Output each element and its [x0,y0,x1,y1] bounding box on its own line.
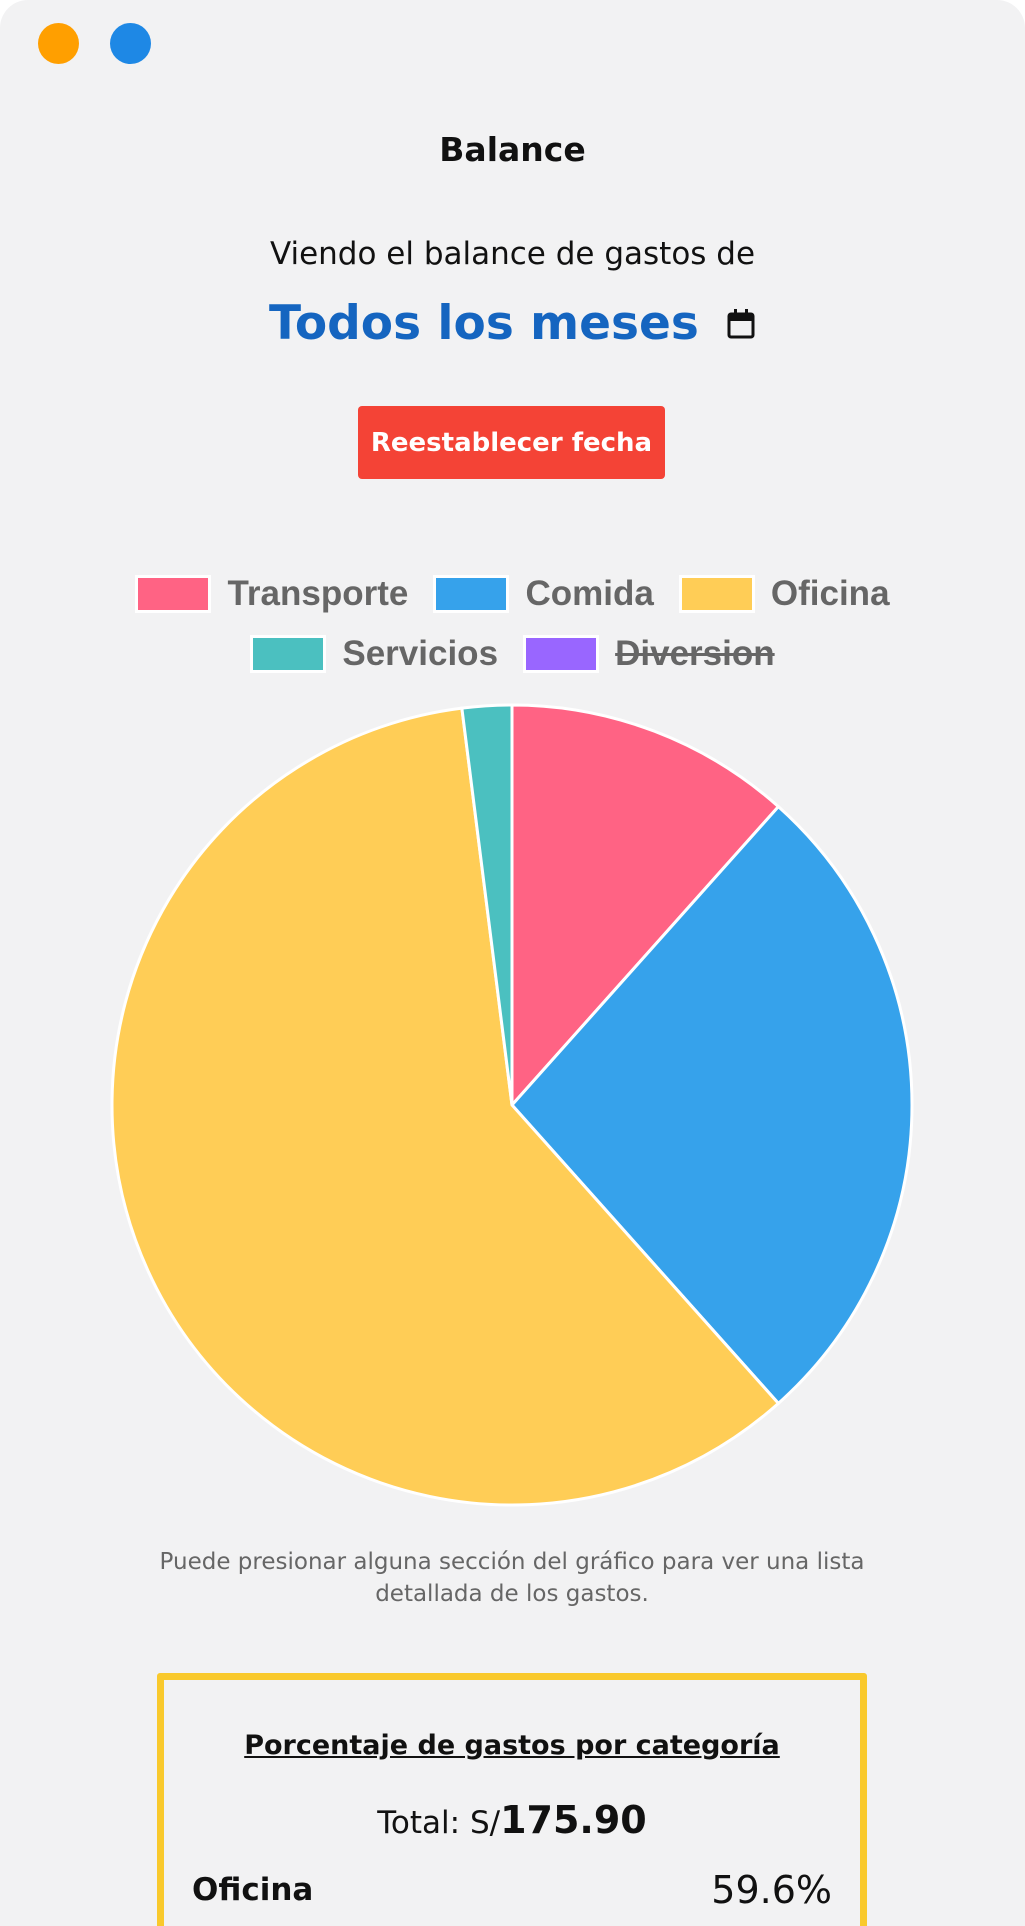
chart-legend-row-2: Servicios Diversion [0,634,1025,674]
legend-label-diversion: Diversion [615,634,775,673]
pie-slice-servicios[interactable] [460,703,514,1106]
legend-label-comida: Comida [525,574,654,613]
category-percent: 59.6% [711,1868,832,1912]
total-amount: Total: S/175.90 [164,1798,860,1842]
total-label: Total: S/ [377,1805,501,1841]
calendar-icon[interactable] [726,308,756,340]
legend-label-oficina: Oficina [770,574,890,613]
reset-date-button[interactable]: Reestablecer fecha [358,406,665,479]
window-minimize-button[interactable] [38,23,79,64]
legend-swatch-oficina [678,575,755,613]
balance-subtitle: Viendo el balance de gastos de [269,236,756,272]
pie-slice-comida[interactable] [509,804,914,1406]
chart-legend-row-1: Transporte Comida Oficina [0,574,1025,614]
total-value: 175.90 [500,1798,647,1842]
legend-item-comida[interactable]: Comida [433,574,654,614]
category-percentage-card: Porcentaje de gastos por categoría Total… [157,1673,867,1926]
legend-swatch-comida [433,575,510,613]
legend-label-servicios: Servicios [342,634,499,673]
legend-item-servicios[interactable]: Servicios [250,634,498,674]
period-selector: Todos los meses [0,296,1025,351]
legend-item-oficina[interactable]: Oficina [678,574,890,614]
legend-item-transporte[interactable]: Transporte [135,574,408,614]
legend-swatch-diversion [523,635,600,673]
pie-slice-transporte[interactable] [510,703,781,1109]
period-label[interactable]: Todos los meses [269,296,699,351]
legend-swatch-transporte [135,575,212,613]
chart-hint-text: Puede presionar alguna sección del gráfi… [159,1549,865,1607]
expenses-pie-chart[interactable] [102,695,922,1515]
category-name: Oficina [192,1872,314,1908]
pie-slice-oficina[interactable] [110,706,781,1507]
legend-item-diversion[interactable]: Diversion [523,634,775,674]
legend-label-transporte: Transporte [227,574,409,613]
card-title: Porcentaje de gastos por categoría [244,1730,780,1761]
window-maximize-button[interactable] [110,23,151,64]
page-title: Balance [439,130,586,169]
legend-swatch-servicios [250,635,327,673]
